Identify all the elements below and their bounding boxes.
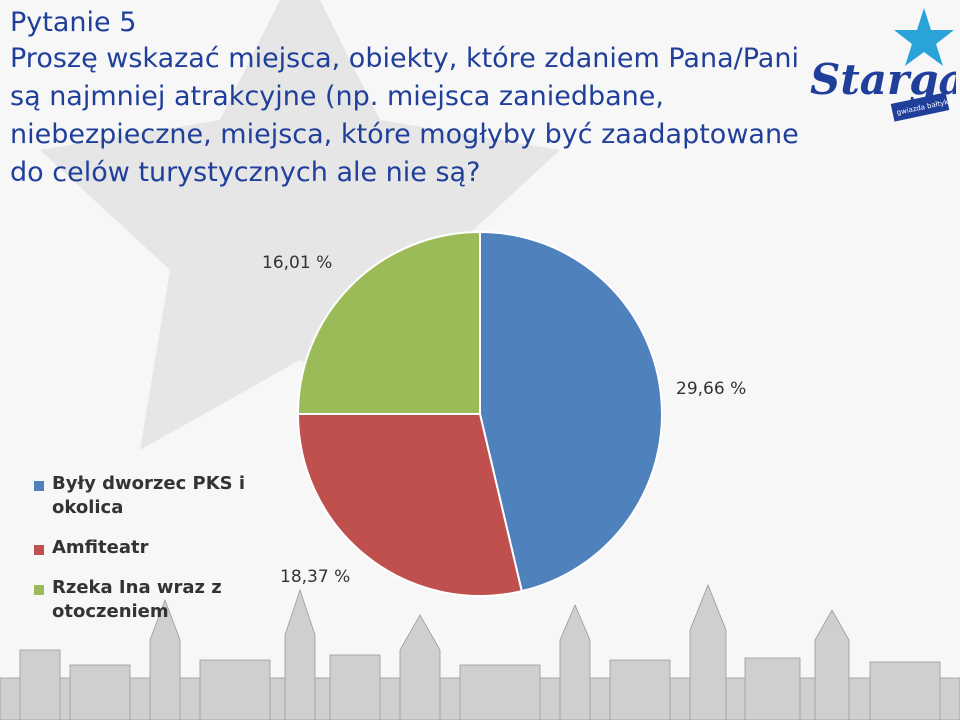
legend-item: Rzeka Ina wraz z otoczeniem [34,576,264,624]
pie-slices [296,230,663,597]
stargard-logo: Stargard gwiazda bałtyku [810,8,956,122]
legend-label: Były dworzec PKS i okolica [52,473,246,518]
pie-slice [479,230,663,593]
question-block: Pytanie 5 Proszę wskazać miejsca, obiekt… [10,6,830,192]
logo-star-icon [894,8,954,66]
question-text: Proszę wskazać miejsca, obiekty, które z… [10,43,799,188]
legend-label: Amfiteatr [52,537,149,558]
legend-item: Były dworzec PKS i okolica [34,472,264,520]
chart-legend: Były dworzec PKS i okolica Amfiteatr Rze… [34,472,264,640]
legend-item: Amfiteatr [34,536,264,560]
city-skyline-illustration [0,583,960,720]
slice-data-label: 16,01 % [262,253,332,273]
legend-swatch [34,545,44,555]
pie-slice [296,230,481,415]
slice-data-label: 18,37 % [280,567,350,587]
legend-swatch [34,585,44,595]
pie-data-labels: 29,66 % 18,37 % 16,01 % [262,253,746,587]
logo-badge [890,92,950,122]
legend-label: Rzeka Ina wraz z otoczeniem [52,577,222,622]
legend-swatch [34,481,44,491]
pie-slice [296,413,523,597]
question-number: Pytanie 5 [10,7,137,38]
slice-data-label: 29,66 % [676,379,746,399]
